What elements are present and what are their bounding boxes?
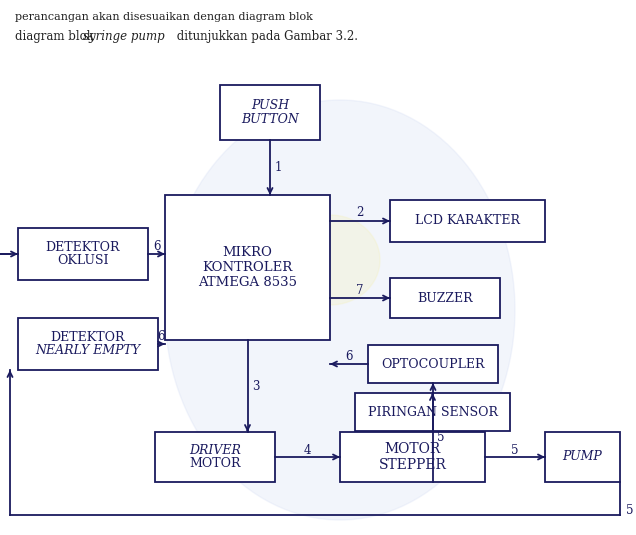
Text: 1: 1 bbox=[274, 161, 282, 174]
Text: 2: 2 bbox=[356, 207, 364, 219]
Text: MOTOR: MOTOR bbox=[190, 457, 241, 470]
Text: 4: 4 bbox=[304, 444, 311, 456]
Ellipse shape bbox=[165, 100, 515, 520]
Text: DRIVER: DRIVER bbox=[189, 444, 241, 456]
Text: NEARLY EMPTY: NEARLY EMPTY bbox=[36, 345, 141, 357]
Text: KONTROLER: KONTROLER bbox=[202, 261, 293, 274]
Bar bbox=[545, 432, 620, 482]
Bar bbox=[368, 345, 498, 383]
Text: 7: 7 bbox=[356, 284, 364, 296]
Bar bbox=[18, 228, 148, 280]
Text: ATMEGA 8535: ATMEGA 8535 bbox=[198, 276, 297, 289]
Text: MIKRO: MIKRO bbox=[223, 246, 272, 259]
Text: OKLUSI: OKLUSI bbox=[57, 255, 109, 268]
Text: STEPPER: STEPPER bbox=[378, 458, 446, 472]
Text: BUTTON: BUTTON bbox=[241, 113, 299, 126]
Bar bbox=[390, 200, 545, 242]
Text: DETEKTOR: DETEKTOR bbox=[51, 331, 125, 343]
Text: 6: 6 bbox=[153, 241, 160, 254]
Text: 5: 5 bbox=[626, 503, 633, 516]
Text: OPTOCOUPLER: OPTOCOUPLER bbox=[381, 357, 485, 371]
Text: diagram blok: diagram blok bbox=[15, 30, 97, 43]
Bar bbox=[220, 85, 320, 140]
Bar bbox=[340, 432, 485, 482]
Text: 5: 5 bbox=[437, 431, 445, 444]
Text: 5: 5 bbox=[511, 444, 519, 456]
Text: syringe pump: syringe pump bbox=[83, 30, 165, 43]
Text: PUSH: PUSH bbox=[251, 99, 289, 112]
Text: PUMP: PUMP bbox=[563, 450, 602, 463]
Ellipse shape bbox=[280, 215, 380, 305]
Text: perancangan akan disesuaikan dengan diagram blok: perancangan akan disesuaikan dengan diag… bbox=[15, 12, 316, 22]
Text: LCD KARAKTER: LCD KARAKTER bbox=[415, 215, 520, 227]
Bar bbox=[18, 318, 158, 370]
Bar bbox=[390, 278, 500, 318]
Text: DETEKTOR: DETEKTOR bbox=[46, 241, 120, 254]
Text: ditunjukkan pada Gambar 3.2.: ditunjukkan pada Gambar 3.2. bbox=[173, 30, 358, 43]
Text: 3: 3 bbox=[252, 379, 259, 393]
Text: BUZZER: BUZZER bbox=[417, 292, 473, 304]
Text: PIRINGAN SENSOR: PIRINGAN SENSOR bbox=[368, 406, 497, 418]
Text: 6: 6 bbox=[345, 349, 353, 363]
Text: 6: 6 bbox=[158, 331, 165, 343]
Bar bbox=[355, 393, 510, 431]
Bar bbox=[165, 195, 330, 340]
Text: MOTOR: MOTOR bbox=[384, 442, 441, 456]
Bar bbox=[155, 432, 275, 482]
